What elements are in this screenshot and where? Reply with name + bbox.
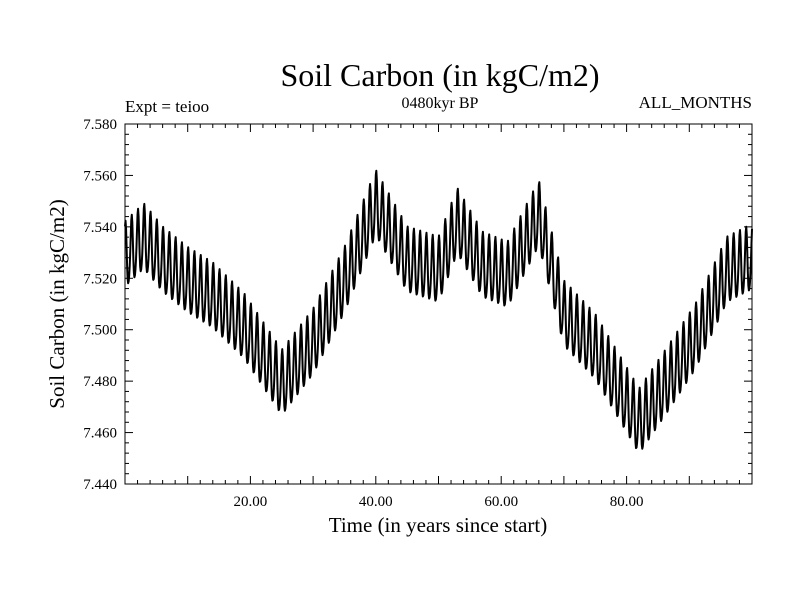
- y-tick-label: 7.580: [83, 117, 117, 133]
- axis-ticks: [124, 123, 753, 485]
- tick-labels: 20.00 40.00 60.00 80.00 7.440 7.460 7.480 7.500…: [83, 117, 643, 510]
- y-tick-label: 7.440: [83, 477, 117, 493]
- series-line: [124, 169, 753, 450]
- y-axis-label: Soil Carbon (in kgC/m2): [45, 199, 69, 408]
- plot-frame: [124, 123, 753, 485]
- chart-subtitle: 0480kyr BP: [402, 95, 479, 112]
- y-tick-label: 7.480: [83, 374, 117, 390]
- experiment-label: Expt = teioo: [125, 97, 209, 116]
- y-tick-label: 7.500: [83, 323, 117, 339]
- y-tick-label: 7.460: [83, 426, 117, 442]
- x-tick-label: 60.00: [484, 494, 518, 510]
- y-tick-label: 7.520: [83, 271, 117, 287]
- months-label: ALL_MONTHS: [639, 93, 752, 112]
- x-tick-label: 40.00: [359, 494, 393, 510]
- x-axis-label: Time (in years since start): [329, 513, 548, 537]
- y-tick-label: 7.560: [83, 168, 117, 184]
- chart-title: Soil Carbon (in kgC/m2): [280, 57, 599, 93]
- x-tick-label: 20.00: [234, 494, 268, 510]
- y-tick-label: 7.540: [83, 220, 117, 236]
- x-tick-label: 80.00: [610, 494, 644, 510]
